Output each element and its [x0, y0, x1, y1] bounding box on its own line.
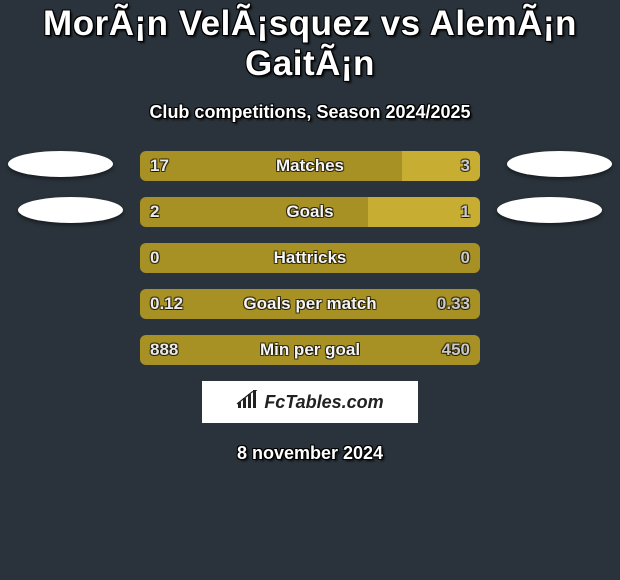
stat-row: 0Hattricks0	[0, 243, 620, 273]
stat-row: 0.12Goals per match0.33	[0, 289, 620, 319]
stats-rows: 17Matches3 2Goals1 0Hattricks0 0.12Goals pe…	[0, 151, 620, 365]
stat-name: Min per goal	[140, 335, 480, 365]
stat-name: Goals	[140, 197, 480, 227]
stat-name: Matches	[140, 151, 480, 181]
stat-row: 17Matches3	[0, 151, 620, 181]
stat-row: 2Goals1	[0, 197, 620, 227]
bar-chart-icon	[236, 390, 258, 415]
stat-name: Hattricks	[140, 243, 480, 273]
stat-value-right: 1	[461, 197, 470, 227]
brand-box[interactable]: FcTables.com	[202, 381, 418, 423]
page-title: MorÃ¡n VelÃ¡squez vs AlemÃ¡n GaitÃ¡n	[0, 4, 620, 84]
stats-comparison-card: MorÃ¡n VelÃ¡squez vs AlemÃ¡n GaitÃ¡n Clu…	[0, 0, 620, 464]
brand-text: FcTables.com	[264, 392, 383, 413]
stat-row: 888Min per goal450	[0, 335, 620, 365]
subtitle: Club competitions, Season 2024/2025	[0, 102, 620, 123]
stat-value-right: 0.33	[437, 289, 470, 319]
date-text: 8 november 2024	[0, 443, 620, 464]
stat-value-right: 3	[461, 151, 470, 181]
stat-name: Goals per match	[140, 289, 480, 319]
stat-value-right: 0	[461, 243, 470, 273]
stat-value-right: 450	[442, 335, 470, 365]
